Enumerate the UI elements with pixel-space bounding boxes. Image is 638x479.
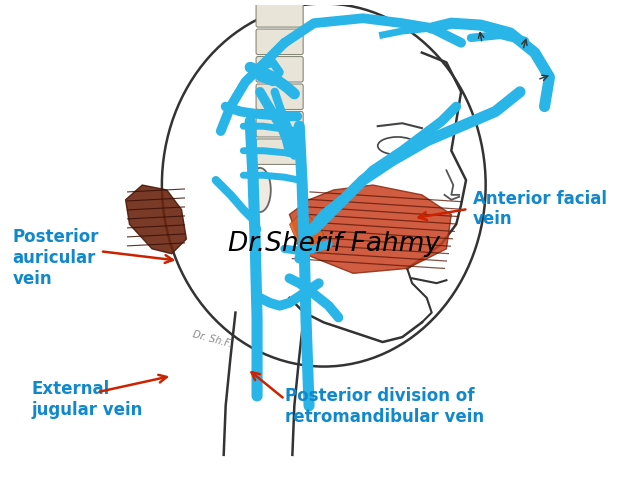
Polygon shape (290, 185, 451, 274)
Text: Posterior
auricular
vein: Posterior auricular vein (13, 228, 99, 288)
Polygon shape (126, 185, 186, 254)
Ellipse shape (249, 168, 271, 212)
FancyBboxPatch shape (256, 84, 303, 110)
FancyBboxPatch shape (256, 1, 303, 27)
FancyBboxPatch shape (256, 112, 303, 137)
Text: Anterior facial
vein: Anterior facial vein (473, 190, 607, 228)
Text: Dr.Sherif Fahmy: Dr.Sherif Fahmy (228, 231, 440, 257)
FancyBboxPatch shape (256, 57, 303, 82)
Text: External
jugular vein: External jugular vein (31, 380, 143, 419)
FancyBboxPatch shape (256, 29, 303, 55)
Text: Dr. Sh.F.: Dr. Sh.F. (191, 329, 232, 349)
Polygon shape (290, 210, 323, 259)
Text: Posterior division of
retromandibular vein: Posterior division of retromandibular ve… (285, 387, 484, 426)
FancyBboxPatch shape (256, 139, 303, 164)
